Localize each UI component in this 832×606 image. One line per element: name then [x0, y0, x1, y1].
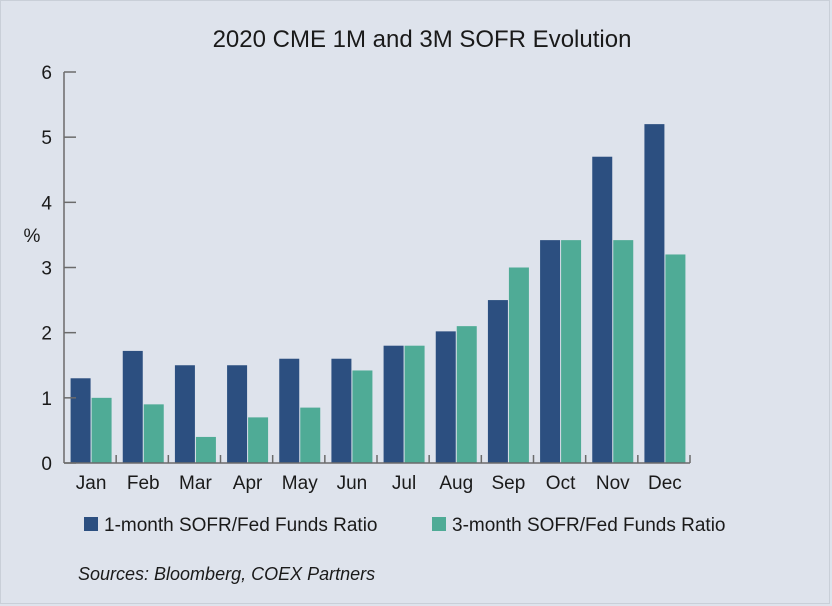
bar-3-month: [352, 370, 373, 463]
legend-label: 1-month SOFR/Fed Funds Ratio: [104, 515, 378, 536]
bar-1-month: [227, 365, 248, 463]
legend: 1-month SOFR/Fed Funds Ratio 3-month SOFR…: [84, 515, 726, 536]
bar-3-month: [561, 240, 582, 463]
y-tick-label: 0: [41, 454, 52, 475]
x-tick-label: Jan: [76, 473, 107, 494]
bar-3-month: [665, 254, 686, 463]
bar-3-month: [456, 326, 477, 463]
axes-group: 0 1 2 3 4 5 6 Jan Feb Mar Apr May Jun Jul Aug Sep Oct Nov…: [41, 63, 691, 494]
chart-title: 2020 CME 1M and 3M SOFR Evolution: [213, 26, 632, 53]
bar-1-month: [174, 365, 195, 463]
x-tick-label: Sep: [492, 473, 526, 494]
x-tick-label: Oct: [546, 473, 576, 494]
x-tick-label: Nov: [596, 473, 630, 494]
y-tick-label: 6: [41, 63, 52, 84]
x-tick-label: May: [282, 473, 318, 494]
bars-group: [70, 124, 686, 463]
bar-1-month: [487, 300, 508, 463]
y-tick-label: 3: [41, 259, 52, 280]
y-tick-label: 4: [41, 193, 52, 214]
y-tick-label: 5: [41, 128, 52, 149]
x-tick-label: Mar: [179, 473, 212, 494]
y-axis-label: %: [24, 226, 41, 247]
bar-1-month: [540, 240, 561, 463]
bar-3-month: [248, 417, 269, 463]
bar-3-month: [195, 436, 216, 463]
x-tick-label: Aug: [439, 473, 473, 494]
bar-3-month: [508, 267, 529, 463]
bar-3-month: [613, 240, 634, 463]
bar-1-month: [644, 124, 665, 463]
legend-item-1-month: 1-month SOFR/Fed Funds Ratio: [84, 515, 378, 536]
x-tick-label: Apr: [233, 473, 263, 494]
x-tick-label: Dec: [648, 473, 682, 494]
source-note: Sources: Bloomberg, COEX Partners: [78, 564, 375, 584]
legend-item-3-month: 3-month SOFR/Fed Funds Ratio: [432, 515, 726, 536]
bar-3-month: [404, 345, 425, 463]
bar-3-month: [91, 397, 112, 463]
legend-swatch: [432, 517, 446, 531]
bar-1-month: [383, 345, 404, 463]
bar-1-month: [331, 358, 352, 463]
x-tick-label: Jun: [337, 473, 368, 494]
x-tick-label: Jul: [392, 473, 416, 494]
bar-1-month: [435, 331, 456, 463]
legend-label: 3-month SOFR/Fed Funds Ratio: [452, 515, 726, 536]
bar-3-month: [300, 407, 321, 463]
y-tick-label: 2: [41, 324, 52, 345]
bar-1-month: [122, 350, 143, 463]
x-tick-label: Feb: [127, 473, 160, 494]
bar-1-month: [279, 358, 300, 463]
bar-1-month: [70, 378, 91, 463]
bar-1-month: [592, 156, 613, 463]
bar-3-month: [143, 404, 164, 463]
y-tick-label: 1: [41, 389, 52, 410]
legend-swatch: [84, 517, 98, 531]
